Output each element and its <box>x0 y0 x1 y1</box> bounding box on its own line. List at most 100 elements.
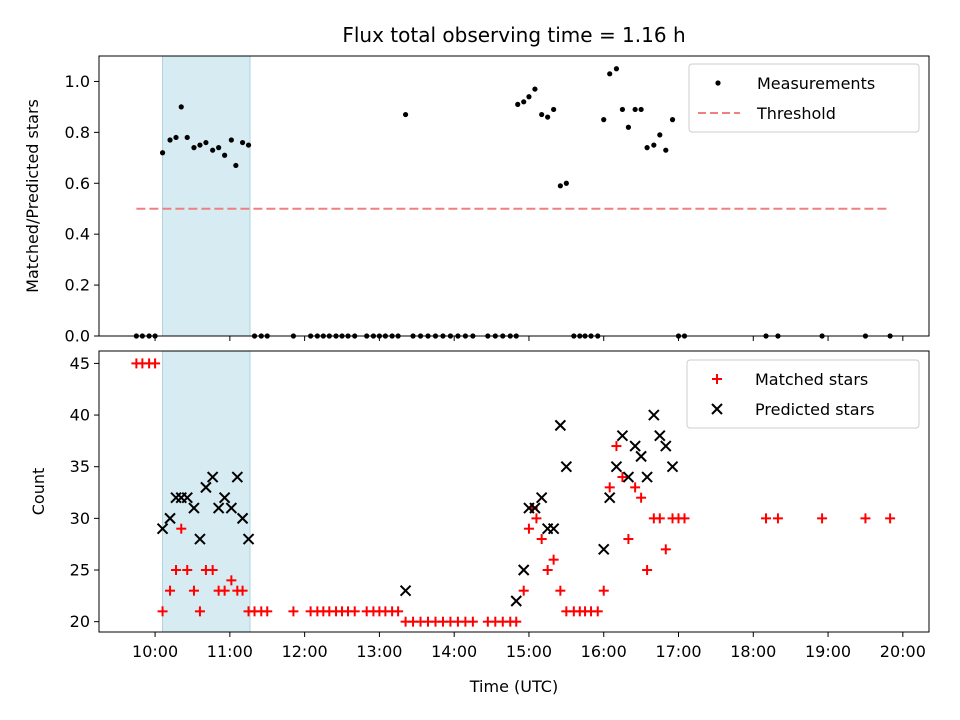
top-legend: Measurements Threshold <box>688 63 920 133</box>
x-b <box>554 419 567 432</box>
matched-point <box>262 606 273 617</box>
matched-point <box>176 523 187 534</box>
measurement-point <box>607 71 613 77</box>
legend-predicted-label: Predicted stars <box>755 400 875 419</box>
x-b <box>200 481 212 494</box>
predicted-point <box>518 564 530 576</box>
predicted-point <box>654 430 666 442</box>
predicted-point <box>164 512 176 525</box>
predicted-point <box>616 430 629 442</box>
x-tick-label: 16:00 <box>581 642 627 661</box>
matched-point <box>617 472 628 483</box>
legend-measurements-marker <box>715 80 721 86</box>
x-b <box>236 512 249 525</box>
matched-star-points <box>131 358 896 627</box>
measurement-point <box>239 139 246 146</box>
x-b <box>635 450 647 463</box>
x-tick-label: 19:00 <box>805 642 851 661</box>
x-b <box>629 440 641 452</box>
predicted-point <box>510 595 522 607</box>
matched-point <box>860 513 871 524</box>
predicted-point <box>200 481 212 494</box>
top-shaded-span <box>162 55 251 337</box>
measurement-point <box>613 66 620 72</box>
matched-point <box>885 513 896 524</box>
predicted-point <box>648 409 660 421</box>
x-tick-label: 10:00 <box>132 642 178 661</box>
predicted-point <box>535 491 548 504</box>
bottom-shaded-span <box>162 350 251 633</box>
matched-point <box>349 606 360 617</box>
x-b <box>604 491 616 504</box>
measurement-point <box>245 142 252 148</box>
legend-x <box>711 403 723 415</box>
predicted-star-points <box>156 409 679 607</box>
measurement-point <box>663 147 669 153</box>
predicted-point <box>622 471 635 483</box>
bottom-legend-box <box>686 359 920 429</box>
measurement-point <box>532 86 538 92</box>
matched-point <box>817 513 828 524</box>
top-legend-box <box>688 63 920 133</box>
matched-point <box>523 523 534 534</box>
matched-point <box>623 534 634 545</box>
x-axis-label: Time (UTC) <box>469 677 558 696</box>
legend-measurements-label: Measurements <box>757 74 875 93</box>
predicted-point <box>206 471 219 483</box>
matched-point <box>654 513 665 524</box>
predicted-point <box>666 460 679 473</box>
bottom-y-ticks: 20 25 30 35 40 45 <box>70 354 99 631</box>
predicted-point <box>547 522 560 535</box>
matched-point <box>150 358 161 369</box>
legend-matched-label: Matched stars <box>755 370 868 389</box>
predicted-point <box>529 502 541 514</box>
matched-point <box>542 565 553 576</box>
x-b <box>648 409 660 421</box>
x-b <box>156 522 169 535</box>
y-tick-label: 25 <box>70 561 90 580</box>
matched-point <box>555 585 566 596</box>
x-b <box>654 430 666 442</box>
x-b <box>399 584 412 597</box>
measurement-point <box>191 145 197 151</box>
matched-point <box>548 554 559 565</box>
measurement-point <box>638 106 644 113</box>
matched-point <box>642 565 653 576</box>
y-tick-label: 40 <box>70 406 90 425</box>
x-b <box>164 512 176 525</box>
measurement-point <box>563 180 569 186</box>
predicted-point <box>598 543 610 556</box>
x-b <box>225 502 238 514</box>
measurement-point <box>203 139 209 146</box>
matched-point <box>194 606 205 617</box>
measurement-point <box>159 150 166 156</box>
legend-threshold-label: Threshold <box>756 104 836 123</box>
legend-predicted-marker <box>711 403 723 415</box>
x-b <box>560 460 573 473</box>
measurement-point <box>551 106 557 113</box>
x-tick-label: 12:00 <box>282 642 328 661</box>
x-b <box>598 543 610 556</box>
x-b <box>547 522 560 535</box>
matched-point <box>207 565 218 576</box>
x-b <box>666 460 679 473</box>
measurement-point <box>178 104 184 110</box>
predicted-point <box>629 440 641 452</box>
predicted-point <box>660 440 672 452</box>
measurement-point <box>625 124 632 130</box>
matched-point <box>760 513 771 524</box>
predicted-point <box>560 460 573 473</box>
legend-plus <box>712 374 722 384</box>
x-tick-label: 14:00 <box>431 642 477 661</box>
matched-point <box>182 565 193 576</box>
matched-point <box>237 585 248 596</box>
measurement-point <box>619 106 626 113</box>
bottom-panel: 20 25 30 35 40 45 10:00 11:00 12:00 13:00 14:00 15… <box>29 350 930 696</box>
top-axes-frame <box>98 55 930 337</box>
x-b <box>616 430 629 442</box>
chart-title: Flux total observing time = 1.16 h <box>342 23 685 47</box>
legend-matched-marker <box>712 374 722 384</box>
predicted-point <box>604 491 616 504</box>
x-tick-label: 11:00 <box>207 642 253 661</box>
x-b <box>711 403 723 415</box>
